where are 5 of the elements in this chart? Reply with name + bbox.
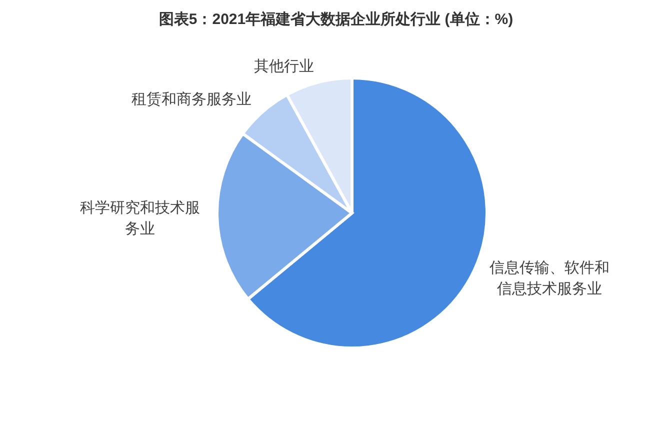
- slice-label: 租赁和商务服务业: [131, 91, 252, 108]
- slice-label: 科学研究和技术服务业: [80, 200, 200, 238]
- slice-label: 信息传输、软件和信息技术服务业: [490, 259, 610, 298]
- chart-title: 图表5：2021年福建省大数据企业所处行业 (单位：%): [158, 10, 514, 30]
- slice-label: 其他行业: [254, 58, 314, 76]
